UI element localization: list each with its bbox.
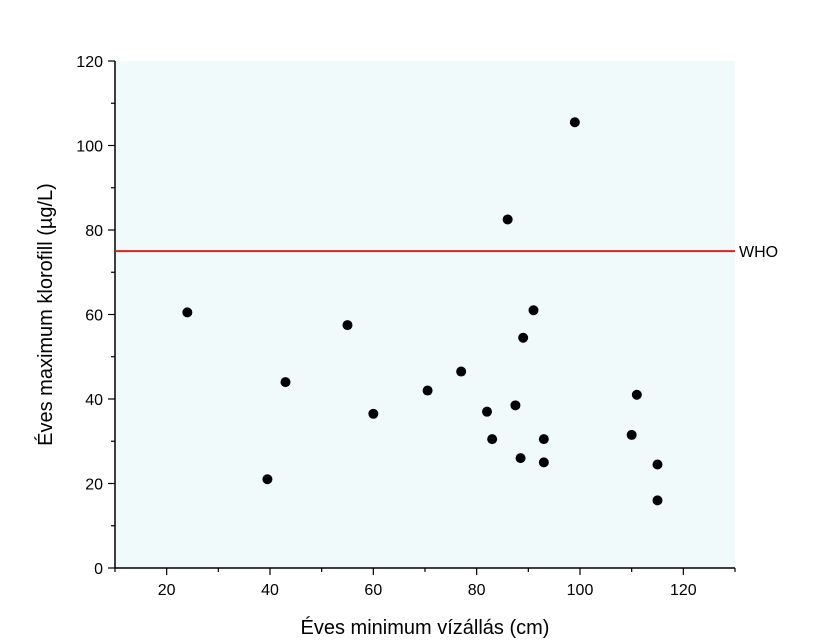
axes: 20 40 60 80 100 120 0 20 40 60 80 100 120 (76, 54, 736, 599)
y-tick-label: 20 (85, 477, 103, 494)
data-point (515, 453, 526, 464)
data-point (538, 457, 549, 468)
data-point (569, 117, 580, 128)
data-point (368, 408, 379, 419)
x-axis-title: Éves minimum vízállás (cm) (301, 616, 550, 639)
x-tick-label: 40 (261, 582, 279, 599)
y-tick-label: 80 (85, 223, 103, 240)
x-tick-label: 100 (567, 582, 594, 599)
data-point (538, 434, 549, 445)
data-point (422, 385, 433, 396)
x-tick-label: 80 (468, 582, 486, 599)
y-tick-label: 120 (76, 54, 103, 71)
data-point (652, 495, 663, 506)
who-reference-label: WHO (739, 244, 778, 261)
data-point (342, 320, 353, 331)
data-point (487, 434, 498, 445)
data-point (182, 307, 193, 318)
reference-line-group: WHO (115, 244, 778, 261)
x-tick-label: 120 (670, 582, 697, 599)
data-point (631, 389, 642, 400)
data-point (456, 366, 467, 377)
x-tick-label: 60 (364, 582, 382, 599)
data-points (182, 117, 663, 506)
y-tick-label: 60 (85, 308, 103, 325)
data-point (518, 332, 529, 343)
y-axis-title: Éves maximum klorofill (µg/L) (34, 183, 57, 446)
x-tick-label: 20 (158, 582, 176, 599)
data-point (652, 459, 663, 470)
y-tick-label: 40 (85, 392, 103, 409)
data-point (626, 429, 637, 440)
y-tick-label: 0 (94, 561, 103, 578)
data-point (502, 214, 513, 225)
y-tick-label: 100 (76, 139, 103, 156)
data-point (482, 406, 492, 417)
data-point (528, 305, 539, 316)
data-point (262, 474, 273, 485)
data-point (280, 377, 291, 388)
plot-background (115, 61, 735, 568)
data-point (510, 400, 521, 411)
